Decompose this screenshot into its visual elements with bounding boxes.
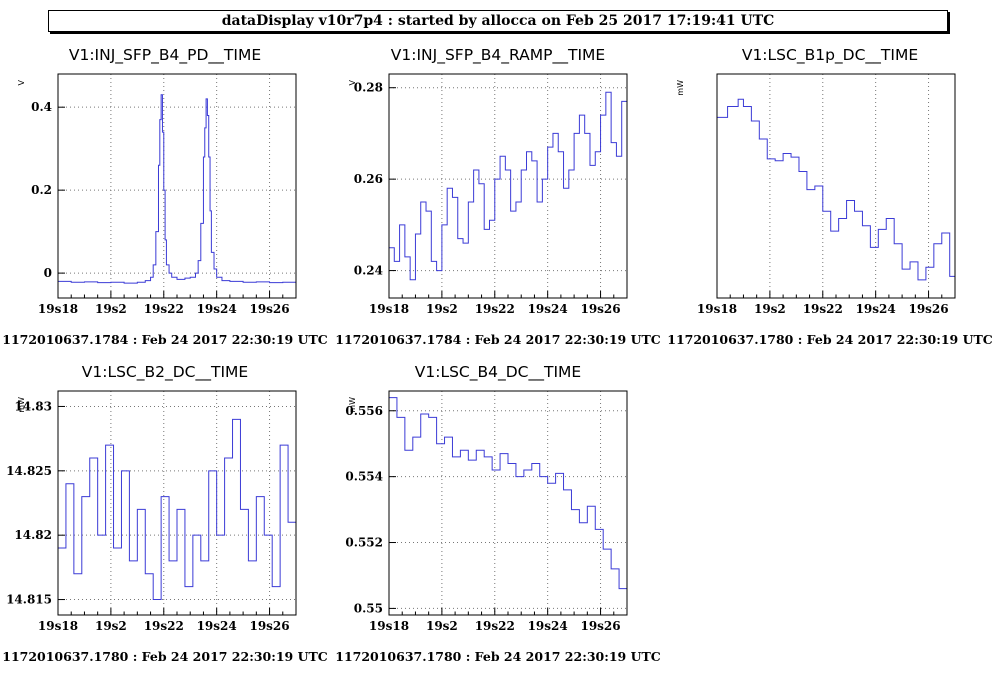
x-tick-label: 19s26: [249, 619, 289, 633]
x-tick-label: 19s22: [803, 302, 843, 316]
x-tick-label: 19s26: [249, 302, 289, 316]
plot-panel-1: V1:INJ_SFP_B4_PD__TIME 19s18 19s2 19s22 19s…: [0, 38, 330, 358]
y-axis-unit: mW: [348, 397, 357, 413]
plot-area[interactable]: 19s18 19s2 19s22 19s24 19s26 14.815 14.82 14.82…: [0, 383, 330, 653]
data-trace: [389, 91, 628, 281]
y-tick-label: 0.552: [345, 536, 383, 550]
app-banner: dataDisplay v10r7p4 : started by allocca…: [48, 10, 948, 32]
data-trace: [717, 98, 956, 288]
x-tick-label: 19s26: [580, 302, 620, 316]
plot-timestamp: 1172010637.1780 : Feb 24 2017 22:30:19 U…: [2, 649, 328, 664]
y-tick-label: 14.825: [6, 464, 52, 478]
plot-area[interactable]: 19s18 19s2 19s22 19s24 19s26 0 0.2 0.4 V: [0, 66, 330, 336]
x-tick-label: 19s18: [38, 619, 78, 633]
y-tick-label: 14.83: [14, 399, 52, 413]
plot-frame: [57, 390, 297, 616]
x-tick-label: 19s24: [197, 619, 237, 633]
x-tick-label: 19s26: [908, 302, 948, 316]
plot-area[interactable]: 19s18 19s2 19s22 19s24 19s26 0.55 0.552 0.554 0.…: [333, 383, 663, 653]
plot-title: V1:INJ_SFP_B4_RAMP__TIME: [390, 46, 606, 64]
y-tick-label: 0.28: [354, 81, 383, 95]
y-axis-unit: mW: [17, 397, 26, 413]
y-tick-label: 0.4: [31, 100, 52, 114]
x-tick-label: 19s24: [856, 302, 896, 316]
y-tick-label: 0: [44, 266, 52, 280]
y-tick-label: 0.55: [354, 601, 383, 615]
plot-title: V1:LSC_B2_DC__TIME: [81, 363, 249, 381]
plot-area[interactable]: 19s18 19s2 19s22 19s24 19s26 0.24 0.26 0.28V: [333, 66, 663, 336]
x-tick-label: 19s2: [95, 302, 127, 316]
plot-panel-5: V1:LSC_B4_DC__TIME 19s18 19s2 19s22 19s24 19…: [333, 355, 663, 674]
x-tick-label: 19s18: [697, 302, 737, 316]
plot-panel-2: V1:INJ_SFP_B4_RAMP__TIME 19s18 19s2 19s22 1…: [333, 38, 663, 358]
y-tick-label: 0.2: [31, 183, 52, 197]
x-tick-label: 19s18: [369, 302, 409, 316]
x-tick-label: 19s24: [528, 302, 568, 316]
plot-panel-3: V1:LSC_B1p_DC__TIME 19s18 19s2 19s22 19s24 1…: [665, 38, 995, 358]
x-tick-label: 19s18: [38, 302, 78, 316]
data-trace: [58, 418, 297, 601]
x-tick-label: 19s22: [144, 302, 184, 316]
y-axis-unit: V: [348, 79, 357, 85]
plot-frame: [388, 390, 628, 616]
y-axis-unit: V: [17, 79, 26, 85]
x-tick-label: 19s24: [528, 619, 568, 633]
x-tick-label: 19s22: [475, 619, 515, 633]
data-trace: [58, 94, 297, 284]
x-tick-label: 19s22: [144, 619, 184, 633]
plot-timestamp: 1172010637.1780 : Feb 24 2017 22:30:19 U…: [667, 332, 993, 347]
plot-timestamp: 1172010637.1780 : Feb 24 2017 22:30:19 U…: [335, 649, 661, 664]
y-tick-label: 0.24: [354, 264, 383, 278]
y-tick-label: 0.554: [345, 470, 383, 484]
y-axis-unit: mW: [676, 80, 685, 96]
plot-frame: [57, 73, 297, 299]
x-tick-label: 19s2: [426, 302, 458, 316]
plot-frame: [388, 73, 628, 299]
y-tick-label: 14.815: [6, 593, 52, 607]
plot-timestamp: 1172010637.1784 : Feb 24 2017 22:30:19 U…: [335, 332, 661, 347]
plot-area[interactable]: 19s1819s219s2219s2419s260.30010.300150.3…: [665, 66, 995, 336]
x-tick-label: 19s24: [197, 302, 237, 316]
x-tick-label: 19s2: [426, 619, 458, 633]
x-tick-label: 19s18: [369, 619, 409, 633]
x-tick-label: 19s2: [754, 302, 786, 316]
plot-title: V1:LSC_B1p_DC__TIME: [741, 46, 919, 64]
y-tick-label: 0.26: [354, 172, 383, 186]
plot-title: V1:LSC_B4_DC__TIME: [414, 363, 582, 381]
y-tick-label: 14.82: [14, 528, 52, 542]
x-tick-label: 19s22: [475, 302, 515, 316]
x-tick-label: 19s26: [580, 619, 620, 633]
x-tick-label: 19s2: [95, 619, 127, 633]
plot-timestamp: 1172010637.1784 : Feb 24 2017 22:30:19 U…: [2, 332, 328, 347]
plot-panel-4: V1:LSC_B2_DC__TIME 19s18 19s2 19s22 19s24 19…: [0, 355, 330, 674]
data-trace: [389, 397, 628, 590]
plot-title: V1:INJ_SFP_B4_PD__TIME: [68, 46, 262, 64]
y-tick-label: 0.556: [345, 404, 383, 418]
plot-frame: [716, 73, 956, 299]
